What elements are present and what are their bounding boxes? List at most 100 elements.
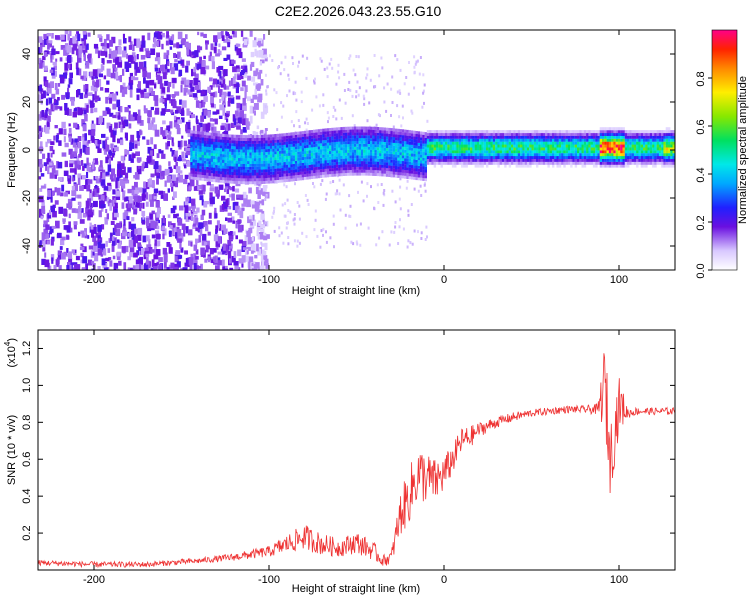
- heatmap-cell: [351, 149, 355, 153]
- heatmap-cell: [233, 201, 239, 209]
- heatmap-cell: [189, 83, 192, 88]
- heatmap-cell: [376, 183, 379, 187]
- heatmap-cell: [127, 105, 131, 109]
- heatmap-cell: [374, 155, 377, 159]
- heatmap-cell: [276, 128, 279, 132]
- heatmap-cell: [483, 153, 487, 157]
- heatmap-cell: [504, 130, 507, 134]
- heatmap-cell: [276, 133, 280, 137]
- heatmap-cell: [492, 161, 496, 165]
- heatmap-cell: [297, 154, 300, 158]
- heatmap-cell: [449, 144, 452, 148]
- heatmap-cell: [533, 150, 537, 154]
- heatmap-cell: [210, 161, 214, 165]
- heatmap-cell: [214, 186, 219, 194]
- heatmap-cell: [356, 242, 359, 246]
- heatmap-cell: [418, 72, 421, 76]
- heatmap-cell: [261, 259, 264, 266]
- heatmap-cell: [215, 156, 218, 160]
- heatmap-cell: [320, 229, 323, 233]
- heatmap-cell: [250, 51, 255, 58]
- heatmap-cell: [415, 139, 418, 143]
- heatmap-cell: [113, 174, 117, 182]
- heatmap-cell: [203, 157, 207, 161]
- heatmap-cell: [463, 161, 466, 165]
- heatmap-cell: [208, 132, 211, 136]
- heatmap-cell: [267, 140, 270, 144]
- heatmap-cell: [222, 142, 225, 146]
- heatmap-cell: [130, 76, 135, 81]
- heatmap-cell: [94, 176, 99, 180]
- heatmap-cell: [279, 153, 282, 157]
- heatmap-cell: [465, 141, 468, 145]
- heatmap-cell: [208, 158, 211, 162]
- heatmap-cell: [262, 130, 267, 138]
- heatmap-cell: [66, 45, 72, 53]
- heatmap-cell: [88, 99, 91, 105]
- heatmap-cell: [263, 180, 266, 184]
- heatmap-cell: [87, 58, 91, 63]
- heatmap-cell: [117, 115, 121, 120]
- heatmap-cell: [429, 133, 432, 136]
- heatmap-cell: [55, 135, 59, 143]
- heatmap-cell: [365, 146, 368, 150]
- heatmap-cell: [367, 141, 371, 144]
- heatmap-cell: [110, 73, 116, 79]
- heatmap-cell: [447, 135, 450, 139]
- heatmap-cell: [358, 163, 361, 167]
- heatmap-cell: [145, 253, 150, 257]
- heatmap-cell: [370, 126, 373, 130]
- heatmap-cell: [297, 148, 300, 152]
- heatmap-cell: [370, 135, 373, 139]
- heatmap-cell: [231, 146, 234, 150]
- heatmap-cell: [265, 137, 268, 141]
- heatmap-cell: [206, 149, 209, 153]
- heatmap-cell: [306, 122, 309, 125]
- heatmap-cell: [53, 98, 57, 104]
- heatmap-cell: [136, 234, 142, 241]
- heatmap-cell: [292, 62, 294, 65]
- heatmap-cell: [449, 141, 452, 145]
- heatmap-cell: [43, 90, 46, 99]
- heatmap-cell: [467, 133, 471, 136]
- heatmap-cell: [254, 163, 257, 167]
- heatmap-cell: [123, 119, 129, 125]
- heatmap-cell: [501, 158, 505, 162]
- heatmap-cell: [483, 141, 487, 145]
- heatmap-cell: [397, 172, 400, 175]
- heatmap-cell: [474, 130, 477, 134]
- heatmap-cell: [305, 128, 308, 132]
- heatmap-cell: [388, 168, 391, 172]
- heatmap-cell: [204, 258, 208, 263]
- heatmap-cell: [513, 138, 516, 142]
- heatmap-cell: [122, 190, 126, 194]
- heatmap-cell: [170, 63, 173, 72]
- heatmap-cell: [329, 130, 332, 134]
- heatmap-cell: [225, 92, 229, 96]
- heatmap-cell: [281, 136, 284, 140]
- heatmap-cell: [215, 133, 218, 137]
- heatmap-cell: [365, 89, 368, 93]
- heatmap-cell: [417, 142, 421, 146]
- heatmap-cell: [281, 144, 284, 148]
- heatmap-cell: [536, 135, 539, 139]
- heatmap-cell: [456, 158, 459, 162]
- heatmap-cell: [526, 164, 530, 168]
- heatmap-cell: [470, 133, 473, 136]
- heatmap-cell: [208, 170, 211, 173]
- heatmap-cell: [238, 137, 241, 141]
- heatmap-cell: [415, 154, 418, 157]
- heatmap-cell: [326, 154, 330, 158]
- heatmap-cell: [222, 159, 225, 163]
- heatmap-cell: [133, 196, 138, 203]
- heatmap-cell: [41, 200, 45, 208]
- heatmap-cell: [154, 129, 160, 137]
- heatmap-cell: [200, 66, 206, 75]
- heatmap-cell: [313, 149, 316, 153]
- heatmap-cell: [229, 267, 234, 270]
- heatmap-cell: [397, 154, 400, 158]
- heatmap-cell: [447, 138, 450, 142]
- heatmap-cell: [329, 133, 332, 137]
- heatmap-cell: [248, 227, 253, 234]
- heatmap-cell: [69, 160, 74, 164]
